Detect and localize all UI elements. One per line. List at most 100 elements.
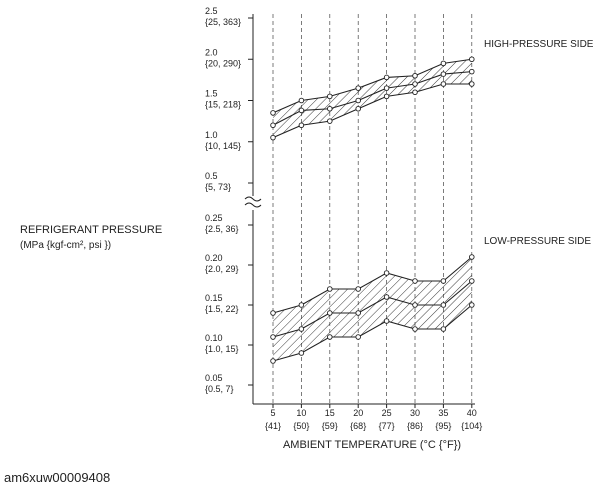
y-tick-label: {1.0, 15} — [205, 344, 239, 354]
high-pressure-upper-point — [412, 72, 418, 79]
low-pressure-upper-point — [412, 278, 418, 284]
x-tick-label: 35 — [438, 408, 448, 418]
y-tick-label: {2.5, 36} — [205, 224, 239, 234]
low-pressure-middle-point — [355, 310, 361, 316]
high-pressure-upper-point — [469, 56, 475, 63]
low-pressure-band-fill — [273, 257, 472, 361]
low-pressure-middle-point — [412, 302, 418, 308]
high-pressure-upper-point — [383, 74, 390, 81]
y-axis-label-line2: (MPa {kgf-cm², psi }) — [20, 240, 111, 251]
y-tick-label: {20, 290} — [205, 58, 241, 68]
low-pressure-upper-point — [469, 254, 475, 260]
low-pressure-middle-line — [272, 280, 473, 338]
high-pressure-lower-line — [272, 83, 472, 139]
y-tick-label: 0.05 — [205, 373, 223, 383]
high-pressure-middle-point — [440, 71, 447, 77]
data-markers — [270, 56, 475, 364]
low-pressure-upper-point — [440, 278, 447, 284]
x-tick-label: 20 — [353, 408, 363, 418]
low-pressure-middle-point — [327, 310, 333, 316]
x-tick-label: {95} — [435, 421, 451, 431]
low-pressure-lower-point — [469, 302, 475, 308]
high-pressure-upper-point — [327, 93, 333, 100]
low-pressure-lower-point — [327, 334, 333, 340]
x-tick-label: 40 — [467, 408, 477, 418]
high-pressure-upper-point — [355, 85, 361, 91]
low-pressure-side-label: LOW-PRESSURE SIDE — [484, 236, 591, 247]
x-tick-label: {50} — [293, 421, 309, 431]
low-pressure-lower-point — [298, 350, 305, 356]
y-tick-label: 0.10 — [205, 333, 223, 343]
high-pressure-lower-point — [469, 81, 475, 87]
high-pressure-middle-point — [327, 105, 333, 112]
high-pressure-lower-point — [298, 122, 305, 128]
low-pressure-upper-point — [355, 286, 361, 292]
x-tick-label: 10 — [296, 408, 306, 418]
y-tick-label: {0.5, 7} — [205, 384, 234, 394]
low-pressure-middle-point — [440, 302, 447, 308]
x-tick-label: 25 — [382, 408, 392, 418]
x-tick-label: 30 — [410, 408, 420, 418]
low-pressure-lower-point — [440, 326, 447, 332]
y-tick-label: {25, 363} — [205, 17, 241, 27]
low-pressure-upper-line — [272, 256, 473, 314]
high-pressure-lower-point — [440, 81, 447, 87]
x-axis-label: AMBIENT TEMPERATURE (°C {°F}) — [283, 439, 461, 451]
x-tick-label: {41} — [265, 421, 281, 431]
x-tick-label: {59} — [322, 421, 338, 431]
low-pressure-lower-point — [383, 318, 390, 324]
tick-labels: 2.5{25, 363}2.0{20, 290}1.5{15, 218}1.0{… — [205, 6, 482, 431]
y-tick-label: 0.25 — [205, 213, 223, 223]
low-pressure-upper-point — [383, 270, 390, 276]
high-pressure-middle-point — [412, 81, 418, 87]
y-tick-label: {2.0, 29} — [205, 264, 239, 274]
low-pressure-lower-point — [355, 334, 361, 340]
high-pressure-middle-point — [298, 107, 305, 114]
y-tick-label: {1.5, 22} — [205, 304, 239, 314]
high-pressure-lower-point — [412, 89, 418, 95]
x-tick-label: {68} — [350, 421, 366, 431]
y-tick-label: {15, 218} — [205, 100, 241, 110]
y-tick-label: 0.15 — [205, 293, 223, 303]
high-pressure-middle-point — [383, 85, 390, 91]
high-pressure-side-label: HIGH-PRESSURE SIDE — [484, 39, 594, 50]
high-pressure-upper-point — [298, 97, 305, 104]
y-tick-label: 2.0 — [205, 47, 218, 57]
x-tick-label: 5 — [270, 408, 275, 418]
high-pressure-middle-point — [270, 122, 276, 128]
low-pressure-middle-point — [270, 334, 276, 340]
axes — [244, 14, 475, 408]
high-pressure-upper-line — [272, 58, 472, 114]
high-pressure-upper-point — [440, 60, 447, 67]
x-tick-label: {86} — [407, 421, 423, 431]
high-pressure-lower-point — [355, 105, 361, 112]
low-pressure-middle-point — [298, 326, 305, 332]
low-pressure-lower-line — [272, 304, 473, 362]
x-tick-label: {77} — [379, 421, 395, 431]
low-pressure-upper-point — [270, 310, 276, 316]
x-tick-label: {104} — [461, 421, 482, 431]
low-pressure-middle-point — [383, 294, 390, 300]
y-axis-label-line1: REFRIGERANT PRESSURE — [20, 224, 162, 236]
high-pressure-upper-point — [270, 110, 276, 116]
low-pressure-lower-point — [412, 326, 418, 332]
y-tick-label: {5, 73} — [205, 182, 231, 192]
high-pressure-middle-point — [469, 68, 475, 75]
y-tick-label: 2.5 — [205, 6, 218, 16]
y-tick-label: 0.5 — [205, 171, 218, 181]
y-tick-label: 0.20 — [205, 253, 223, 263]
low-pressure-lower-point — [270, 358, 276, 364]
high-pressure-lower-point — [327, 118, 333, 124]
high-pressure-middle-point — [355, 97, 361, 104]
axis-break-mark — [244, 202, 262, 208]
high-pressure-lower-point — [383, 93, 390, 100]
high-pressure-lower-point — [270, 134, 276, 141]
y-tick-label: 1.0 — [205, 130, 218, 140]
low-pressure-upper-point — [298, 302, 305, 308]
low-pressure-middle-point — [469, 278, 475, 284]
figure-caption: am6xuw00009408 — [4, 470, 110, 485]
axis-break-mark — [244, 196, 262, 202]
y-tick-label: {10, 145} — [205, 141, 241, 151]
pressure-bands — [272, 58, 473, 362]
